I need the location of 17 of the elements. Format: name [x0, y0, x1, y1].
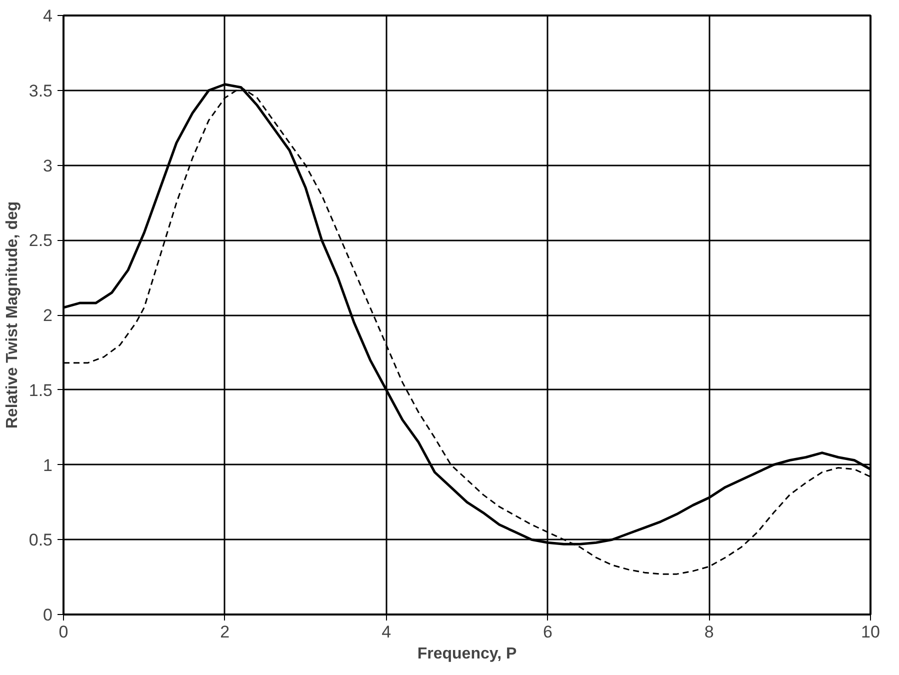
y-tick-label: 1	[43, 456, 53, 475]
y-tick-label: 2	[43, 306, 53, 325]
x-tick-label: 10	[861, 622, 880, 642]
x-tick-label: 8	[704, 622, 714, 642]
y-tick-label: 3.5	[28, 81, 53, 100]
y-tick-label: 2.5	[28, 231, 53, 250]
y-tick-label: 3	[43, 156, 53, 176]
y-axis-title: Relative Twist Magnitude, deg	[4, 201, 21, 429]
x-tick-label: 2	[220, 622, 230, 642]
x-axis-title: Frequency, P	[417, 646, 517, 662]
y-tick-label: 1.5	[28, 380, 53, 400]
y-tick-label: 0	[43, 606, 53, 624]
y-tick-label: 0.5	[28, 530, 53, 550]
y-tick-label: 4	[43, 6, 53, 26]
x-tick-label: 0	[58, 622, 68, 642]
x-tick-label: 6	[542, 622, 552, 642]
x-tick-label: 4	[382, 622, 392, 642]
